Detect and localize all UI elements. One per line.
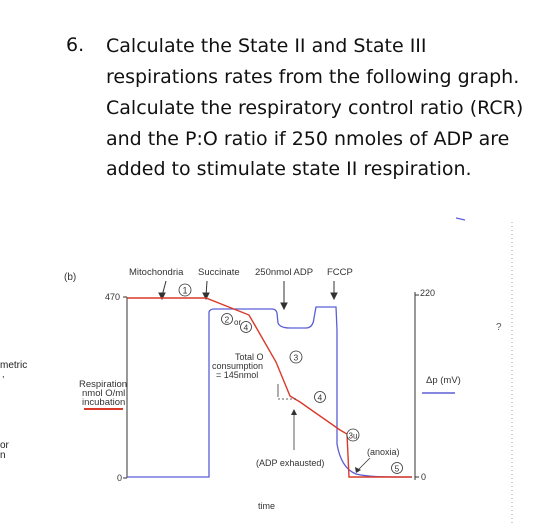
edge-left-fragment-1: metric: [0, 360, 27, 371]
arrowhead-adp: [280, 302, 288, 311]
edge-right-fragment: ?: [496, 322, 502, 333]
circle-marker-5-text: 5: [395, 464, 400, 474]
left-axis-top-value: 470: [105, 292, 120, 302]
circle-marker-4a-text: 4: [244, 323, 249, 333]
addition-arrows: [158, 280, 338, 311]
panel-label: (b): [64, 272, 76, 283]
left-axis-label-2: nmol O/ml: [82, 388, 125, 399]
delta-p-trace: [127, 306, 412, 478]
question-line-5: added to stimulate state II respiration.: [106, 158, 472, 180]
arrowhead-mitochondria: [158, 292, 166, 301]
anoxia-arrow: [357, 457, 371, 471]
circle-marker-4b: [314, 391, 326, 403]
circle-marker-5: [391, 462, 403, 474]
circle-marker-3u-text: 3u: [349, 432, 358, 441]
left-axis-label-3: incubation: [82, 397, 125, 408]
anoxia-label: (anoxia): [367, 447, 400, 457]
question-line-3: Calculate the respiratory control ratio …: [106, 97, 524, 119]
edge-blue-dash: [455, 217, 466, 221]
or-text: or: [234, 318, 241, 327]
right-axis-bottom-value: 0: [421, 472, 426, 482]
left-axis-bottom-value: 0: [117, 473, 122, 483]
question-line-4: and the P:O ratio if 250 nmoles of ADP a…: [106, 128, 510, 150]
left-axis-label-1: Respiration: [79, 379, 127, 390]
right-axis-top-value: 220: [420, 288, 435, 298]
adp-exhausted-label: (ADP exhausted): [256, 458, 324, 468]
arrowhead-succinate: [202, 292, 210, 301]
total-o-line3: = 145nmol: [216, 370, 258, 380]
question-number: 6.: [66, 34, 85, 56]
total-o-line1: Total O: [235, 352, 264, 362]
circle-marker-4a: [240, 321, 252, 333]
circle-marker-3-text: 3: [294, 353, 299, 363]
question-line-1: Calculate the State II and State III: [106, 35, 427, 57]
addition-succinate: Succinate: [198, 267, 240, 278]
anoxia-arrowhead: [355, 467, 361, 473]
edge-left-tick: ,: [2, 369, 5, 379]
adp-exhausted-arrowhead: [291, 409, 297, 415]
circle-marker-2: [221, 313, 233, 325]
circle-marker-4b-text: 4: [318, 393, 323, 403]
edge-left-fragment-2: or: [0, 440, 10, 451]
circle-marker-3u: [346, 428, 360, 442]
addition-mitochondria: Mitochondria: [129, 267, 184, 278]
total-o-line2: consumption: [212, 361, 263, 371]
circle-marker-1: [178, 283, 192, 297]
addition-adp: 250nmol ADP: [255, 267, 313, 278]
arrowhead-fccp: [330, 292, 338, 301]
circle-marker-2-text: 2: [225, 315, 230, 325]
x-axis-label: time: [258, 501, 275, 511]
circle-marker-1-text: 1: [183, 286, 188, 296]
edge-left-fragment-3: n: [0, 450, 6, 461]
question-line-2: respirations rates from the following gr…: [106, 66, 520, 88]
circle-marker-3: [289, 350, 303, 364]
addition-fccp: FCCP: [327, 267, 353, 278]
right-axis-label: Δp (mV): [426, 375, 461, 386]
